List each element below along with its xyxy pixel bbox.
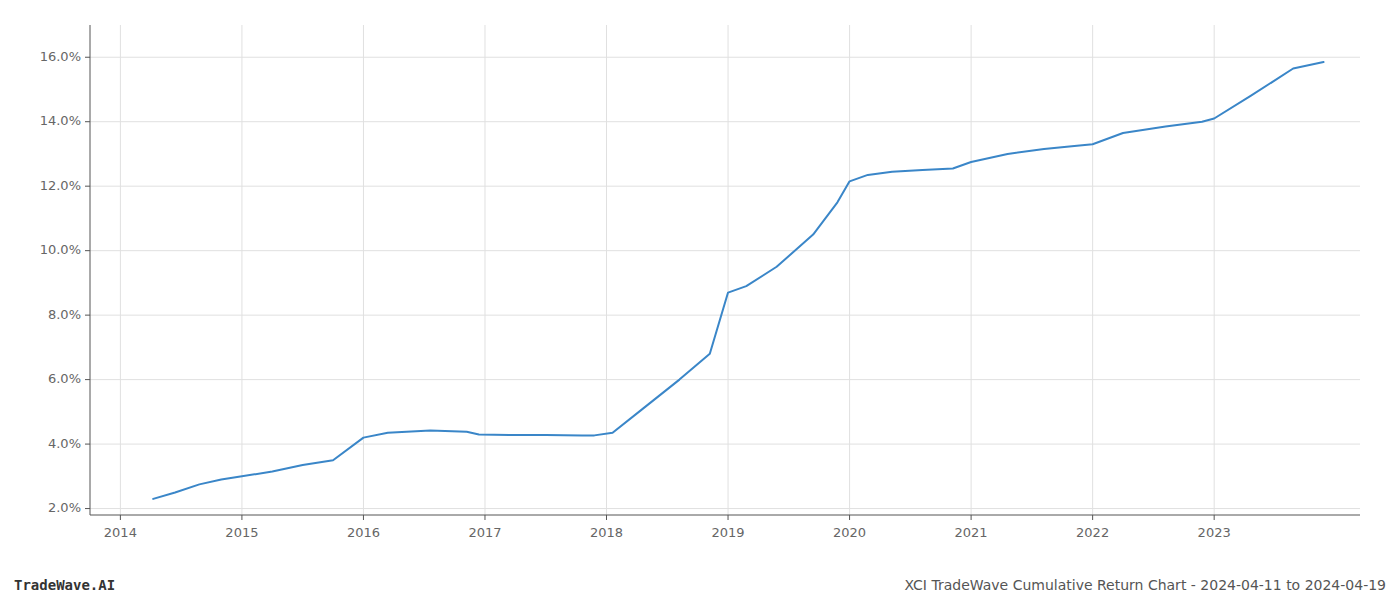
footer: TradeWave.AI XCI TradeWave Cumulative Ret…	[14, 577, 1386, 593]
grid-line-y	[90, 121, 1360, 122]
grid-line-x	[606, 25, 607, 515]
x-tick-label: 2017	[468, 525, 501, 540]
y-axis-line	[90, 25, 91, 515]
y-tick-label: 6.0%	[48, 371, 81, 386]
footer-right: XCI TradeWave Cumulative Return Chart - …	[905, 577, 1387, 593]
grid	[90, 25, 1360, 515]
y-tick	[85, 379, 90, 380]
y-tick-label: 4.0%	[48, 436, 81, 451]
grid-line-y	[90, 186, 1360, 187]
grid-line-x	[849, 25, 850, 515]
x-tick-label: 2020	[833, 525, 866, 540]
x-tick	[120, 515, 121, 520]
line	[153, 62, 1323, 499]
y-tick-label: 2.0%	[48, 500, 81, 515]
x-tick-label: 2018	[590, 525, 623, 540]
x-tick-label: 2023	[1198, 525, 1231, 540]
x-tick-label: 2016	[347, 525, 380, 540]
grid-line-y	[90, 379, 1360, 380]
grid-line-x	[363, 25, 364, 515]
x-tick	[849, 515, 850, 520]
y-tick-label: 8.0%	[48, 307, 81, 322]
y-tick-label: 16.0%	[40, 49, 81, 64]
grid-line-x	[484, 25, 485, 515]
x-tick	[241, 515, 242, 520]
background	[0, 0, 1400, 600]
grid-line-x	[1092, 25, 1093, 515]
y-tick	[85, 444, 90, 445]
x-tick	[606, 515, 607, 520]
grid-line-y	[90, 57, 1360, 58]
x-tick	[971, 515, 972, 520]
x-tick-label: 2022	[1076, 525, 1109, 540]
x-tick	[363, 515, 364, 520]
grid-line-x	[120, 25, 121, 515]
grid-line-y	[90, 444, 1360, 445]
grid-line-y	[90, 315, 1360, 316]
y-tick-label: 12.0%	[40, 178, 81, 193]
x-axis-line	[90, 515, 1360, 516]
y-tick-label: 14.0%	[40, 113, 81, 128]
grid-line-x	[1214, 25, 1215, 515]
y-tick	[85, 315, 90, 316]
x-tick	[728, 515, 729, 520]
x-tick	[484, 515, 485, 520]
x-tick-label: 2015	[225, 525, 258, 540]
grid-line-y	[90, 250, 1360, 251]
y-tick	[85, 121, 90, 122]
x-tick-label: 2021	[955, 525, 988, 540]
plot-area	[153, 62, 1323, 499]
x-tick	[1092, 515, 1093, 520]
grid-line-x	[241, 25, 242, 515]
chart: 2.0% 4.0% 6.0% 8.0% 10.0% 12.0% 14.0% 16.0% 2014…	[0, 0, 1400, 600]
grid-line-x	[971, 25, 972, 515]
y-tick-label: 10.0%	[40, 242, 81, 257]
y-tick	[85, 508, 90, 509]
y-tick	[85, 250, 90, 251]
grid-line-y	[90, 508, 1360, 509]
x-tick-label: 2019	[711, 525, 744, 540]
axes: 2.0% 4.0% 6.0% 8.0% 10.0% 12.0% 14.0% 16.0% 2014…	[40, 25, 1360, 540]
x-tick-label: 2014	[104, 525, 137, 540]
x-tick	[1214, 515, 1215, 520]
y-tick	[85, 57, 90, 58]
y-tick	[85, 186, 90, 187]
grid-line-x	[728, 25, 729, 515]
footer-left: TradeWave.AI	[14, 577, 115, 593]
